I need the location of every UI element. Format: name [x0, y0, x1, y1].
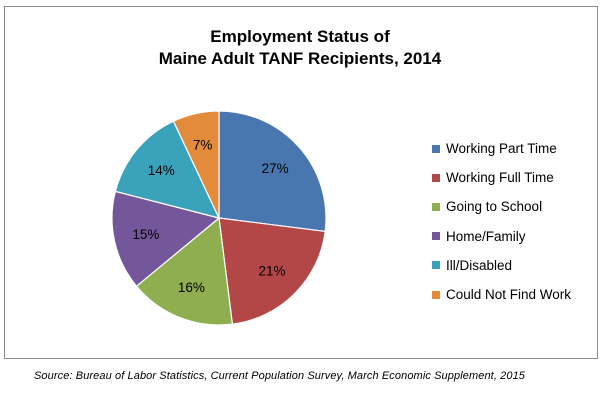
legend-label: Working Part Time	[446, 141, 557, 157]
source-note: Source: Bureau of Labor Statistics, Curr…	[34, 370, 526, 382]
data-label-home-family: 15%	[132, 227, 159, 242]
legend-swatch	[432, 290, 440, 299]
legend-item: Could Not Find Work	[432, 280, 571, 309]
legend-swatch	[432, 232, 440, 241]
legend-swatch	[432, 144, 440, 153]
data-label-working-part-time: 27%	[262, 161, 289, 176]
data-label-going-to-school: 16%	[178, 280, 205, 295]
legend-label: Going to School	[446, 199, 543, 215]
legend-item: Going to School	[432, 192, 571, 221]
data-label-could-not-find-work: 7%	[193, 137, 213, 152]
legend-swatch	[432, 261, 440, 270]
legend-item: Ill/Disabled	[432, 251, 571, 280]
pie-slice-home-family	[111, 190, 221, 288]
legend-label: Could Not Find Work	[446, 287, 572, 303]
chart-title-line-2: Maine Adult TANF Recipients, 2014	[158, 49, 442, 68]
pie-slice-working-part-time	[218, 110, 327, 233]
legend-label: Working Full Time	[446, 170, 554, 186]
chart-title: Employment Status of Maine Adult TANF Re…	[0, 26, 600, 70]
legend-label: Ill/Disabled	[446, 257, 513, 273]
legend-item: Working Part Time	[432, 134, 571, 163]
legend-item: Working Full Time	[432, 163, 571, 192]
data-label-working-full-time: 21%	[258, 263, 285, 278]
chart-title-line-1: Employment Status of	[210, 27, 390, 46]
legend-swatch	[432, 202, 440, 211]
legend-item: Home/Family	[432, 222, 571, 251]
pie-slice-going-to-school	[135, 216, 234, 326]
legend-swatch	[432, 173, 440, 182]
data-label-ill-disabled: 14%	[148, 163, 175, 178]
legend-label: Home/Family	[446, 228, 526, 244]
pie-slice-ill-disabled	[114, 120, 221, 219]
pie-slice-working-full-time	[218, 217, 326, 325]
chart-legend: Working Part Time Working Full Time Going …	[432, 134, 571, 309]
pie-slice-could-not-find-work	[172, 110, 220, 219]
